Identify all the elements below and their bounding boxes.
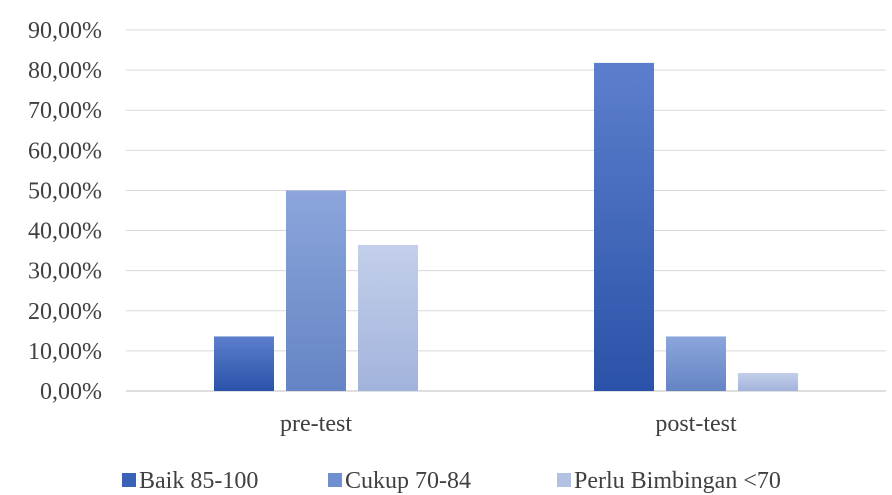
y-tick-label: 80,00% xyxy=(28,58,102,84)
legend-swatch xyxy=(328,473,342,487)
y-tick-label: 30,00% xyxy=(28,259,102,285)
legend: Baik 85-100 Cukup 70-84 Perlu Bimbingan <7… xyxy=(122,468,781,494)
legend-item: Perlu Bimbingan <70 xyxy=(557,468,781,494)
y-tick-label: 40,00% xyxy=(28,219,102,245)
legend-label: Baik 85-100 xyxy=(139,468,258,494)
legend-swatch xyxy=(122,473,136,487)
y-tick-label: 50,00% xyxy=(28,178,102,204)
legend-swatch xyxy=(557,473,571,487)
y-axis: 0,00% 10,00% 20,00% 30,00% 40,00% 50,00% 60,00… xyxy=(28,18,102,405)
bar-cukup-pre-test xyxy=(286,190,346,391)
bar-baik-pre-test xyxy=(214,336,274,391)
x-category-label: post-test xyxy=(655,411,737,437)
x-axis: pre-test post-test xyxy=(280,411,737,437)
y-tick-label: 70,00% xyxy=(28,98,102,124)
y-tick-label: 90,00% xyxy=(28,18,102,44)
y-tick-label: 0,00% xyxy=(40,379,102,405)
y-tick-label: 60,00% xyxy=(28,138,102,164)
bar-perlu-bimbingan-post-test xyxy=(738,372,798,391)
bars xyxy=(214,62,798,391)
x-category-label: pre-test xyxy=(280,411,352,437)
y-tick-label: 10,00% xyxy=(28,339,102,365)
bar-cukup-post-test xyxy=(666,336,726,391)
bar-baik-post-test xyxy=(594,62,654,391)
legend-item: Baik 85-100 xyxy=(122,468,258,494)
legend-label: Perlu Bimbingan <70 xyxy=(574,468,781,494)
legend-label: Cukup 70-84 xyxy=(345,468,471,494)
bar-perlu-bimbingan-pre-test xyxy=(358,244,418,391)
y-tick-label: 20,00% xyxy=(28,299,102,325)
legend-item: Cukup 70-84 xyxy=(328,468,471,494)
